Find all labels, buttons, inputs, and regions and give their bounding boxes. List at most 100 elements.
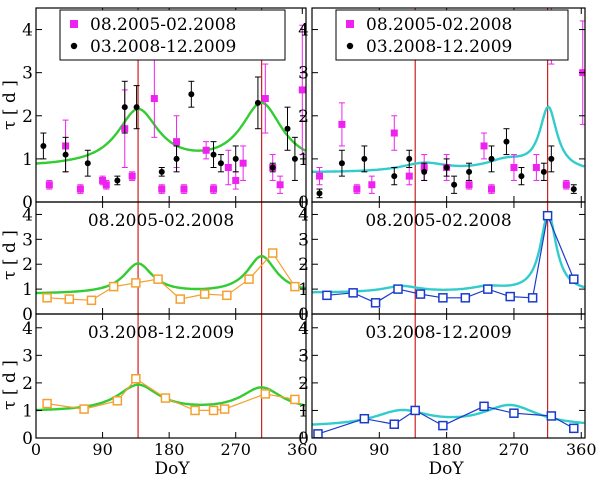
data-point xyxy=(569,423,579,434)
data-point xyxy=(62,151,69,158)
data-point xyxy=(269,164,276,171)
ytick-label: 1 xyxy=(298,280,309,300)
data-point xyxy=(503,138,510,145)
data-point xyxy=(532,164,540,172)
panel-title: 03.2008-12.2009 xyxy=(365,323,511,343)
ytick-label: 2 xyxy=(22,255,33,275)
data-point xyxy=(217,160,224,167)
ytick-label: 2 xyxy=(22,374,33,394)
ytick-label: 4 xyxy=(298,319,309,339)
data-point xyxy=(316,190,323,197)
xtick-label: 180 xyxy=(154,440,185,459)
data-point xyxy=(460,293,471,303)
data-point xyxy=(546,411,557,421)
data-point xyxy=(208,405,219,416)
xtick-label: 90 xyxy=(92,440,112,459)
data-point xyxy=(361,155,368,162)
legend-marker xyxy=(346,42,354,50)
panel-middle-right: 0 1 2 3 4 08.2005-02.2008 xyxy=(298,201,586,325)
data-point xyxy=(510,164,518,172)
ytick-label: 0 xyxy=(298,193,309,213)
xtick-label: 180 xyxy=(431,440,462,459)
ytick-label: 2 xyxy=(298,107,309,127)
data-point xyxy=(570,186,577,193)
xtick-label: 270 xyxy=(499,440,530,459)
xtick-label: 360 xyxy=(566,440,597,459)
ytick-label: 4 xyxy=(298,21,309,41)
xtick-label: 90 xyxy=(369,440,389,459)
legend-entry: 03.2008-12.2009 xyxy=(90,37,236,57)
data-point xyxy=(210,185,218,193)
panel-plot-area xyxy=(312,8,585,202)
data-point xyxy=(239,159,247,167)
data-point xyxy=(483,284,493,294)
legend-marker xyxy=(70,20,78,28)
data-point xyxy=(42,293,52,303)
data-point xyxy=(548,155,555,162)
data-point xyxy=(562,181,570,189)
ytick-label: 3 xyxy=(298,346,309,366)
data-point xyxy=(393,284,403,294)
data-point xyxy=(224,164,232,172)
data-point xyxy=(348,288,358,298)
data-point xyxy=(540,168,547,175)
ytick-label: 4 xyxy=(22,205,33,225)
data-point xyxy=(370,298,381,308)
data-point xyxy=(406,155,413,162)
ytick-label: 4 xyxy=(298,205,309,225)
data-point xyxy=(479,401,489,412)
data-point xyxy=(405,172,413,180)
fit-curve xyxy=(312,105,585,174)
panel-plot-area xyxy=(36,8,306,202)
data-point xyxy=(128,172,136,180)
data-point xyxy=(438,293,448,303)
ytick-label: 1 xyxy=(22,280,33,300)
legend-marker xyxy=(70,42,78,50)
ytick-label: 4 xyxy=(22,21,33,41)
panel-plot-area xyxy=(36,202,306,314)
data-point xyxy=(480,142,488,150)
data-point xyxy=(210,151,217,158)
panel-title: 03.2008-12.2009 xyxy=(88,323,234,343)
ytick-label: 3 xyxy=(298,64,309,84)
data-point xyxy=(190,405,200,416)
data-point xyxy=(389,419,400,429)
data-point xyxy=(108,281,119,292)
ytick-label: 2 xyxy=(22,107,33,127)
ytick-label: 0 xyxy=(22,429,33,449)
data-point xyxy=(173,138,181,146)
legend-box xyxy=(335,9,569,61)
ytick-label: 3 xyxy=(22,230,33,250)
ytick-label: 3 xyxy=(22,64,33,84)
data-point xyxy=(527,293,538,303)
data-point xyxy=(158,168,165,175)
data-point xyxy=(131,278,141,288)
data-point xyxy=(199,289,210,299)
data-point xyxy=(359,413,370,424)
panel-title: 08.2005-02.2008 xyxy=(365,211,511,231)
xtick-label: 270 xyxy=(220,440,251,459)
data-point xyxy=(99,176,107,184)
ytick-label: 1 xyxy=(298,401,309,421)
data-point xyxy=(315,172,323,180)
data-point xyxy=(84,160,91,167)
data-point xyxy=(222,290,232,301)
data-point xyxy=(79,404,89,414)
data-point xyxy=(451,181,458,188)
data-point xyxy=(443,164,450,171)
data-point xyxy=(505,291,515,302)
data-point xyxy=(313,429,323,438)
data-point xyxy=(421,168,428,175)
data-point xyxy=(180,185,188,193)
ytick-label: 2 xyxy=(298,374,309,394)
legend-entry: 08.2005-02.2008 xyxy=(366,15,512,35)
data-point xyxy=(173,155,180,162)
data-point xyxy=(153,274,163,284)
data-point xyxy=(466,168,473,175)
data-point xyxy=(465,181,473,189)
